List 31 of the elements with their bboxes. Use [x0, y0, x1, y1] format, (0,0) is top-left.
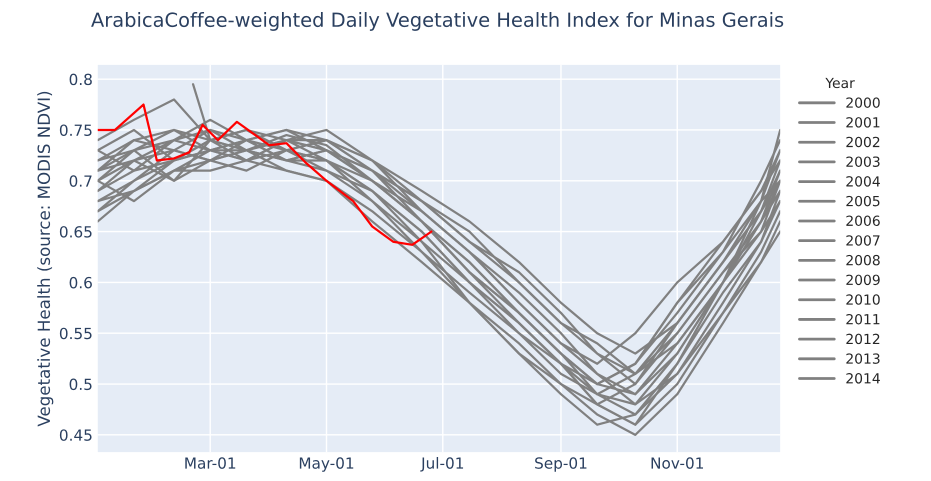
legend-label: 2013 [846, 353, 880, 364]
legend-label: 2012 [846, 334, 880, 344]
y-tick-label: 0.45 [60, 429, 92, 441]
legend-label: 2004 [846, 176, 880, 187]
y-tick-label: 0.55 [60, 328, 92, 340]
y-tick-label: 0.5 [70, 378, 92, 390]
y-tick-label: 0.75 [60, 124, 92, 136]
legend-label: 2011 [846, 314, 880, 324]
y-tick-label: 0.6 [70, 276, 92, 288]
legend-label: 2003 [846, 156, 880, 167]
legend-label: 2000 [846, 97, 880, 108]
legend-label: 2001 [846, 117, 880, 128]
x-tick-label: Mar-01 [185, 457, 236, 469]
legend-label: 2005 [846, 196, 880, 206]
y-axis-title: Vegetative Health (source: MODIS NDVI) [37, 92, 54, 427]
legend-title: Year [825, 78, 855, 88]
x-tick-label: Sep-01 [535, 457, 586, 472]
legend-label: 2006 [846, 216, 880, 226]
legend-label: 2014 [846, 373, 880, 384]
chart-title: ArabicaCoffee-weighted Daily Vegetative Health Index for Minas Gerais [91, 12, 784, 31]
y-tick-label: 0.7 [70, 175, 92, 187]
legend-label: 2007 [846, 235, 880, 246]
x-tick-label: Jul-01 [420, 457, 464, 472]
y-tick-label: 0.65 [60, 226, 92, 238]
y-tick-label: 0.8 [70, 74, 92, 86]
legend-label: 2009 [846, 274, 880, 286]
legend-label: 2008 [846, 254, 880, 266]
x-tick-label: May-01 [300, 457, 354, 472]
legend-label: 2002 [846, 136, 880, 148]
legend-label: 2010 [846, 294, 880, 305]
x-tick-label: Nov-01 [652, 457, 704, 469]
